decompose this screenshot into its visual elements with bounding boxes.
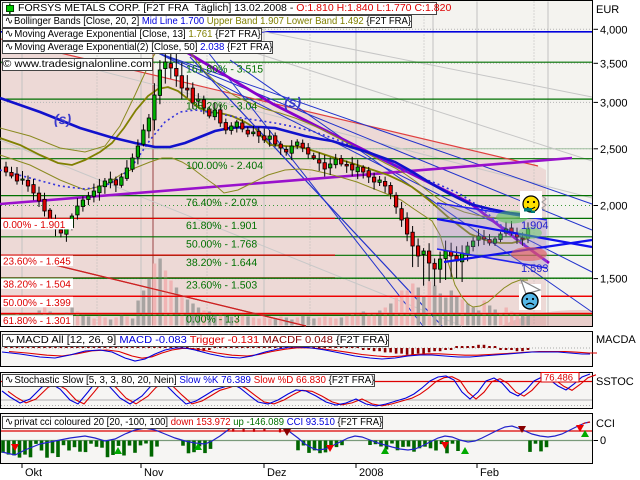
- svg-text:MACDA: MACDA: [596, 334, 636, 346]
- svg-text:(s): (s): [54, 111, 71, 127]
- svg-text:Feb: Feb: [480, 467, 499, 479]
- svg-text:50.00% - 1.768: 50.00% - 1.768: [186, 238, 257, 250]
- svg-text:EUR: EUR: [596, 4, 619, 16]
- svg-text:(s): (s): [284, 94, 301, 110]
- svg-text:38.20% - 1.504: 38.20% - 1.504: [3, 279, 71, 290]
- svg-text:61.80% - 1.301: 61.80% - 1.301: [3, 316, 71, 327]
- svg-text:1.904: 1.904: [521, 220, 549, 232]
- svg-text:3,500: 3,500: [600, 58, 628, 70]
- svg-text:100.00% - 2.404: 100.00% - 2.404: [186, 160, 263, 172]
- svg-text:2,000: 2,000: [600, 201, 628, 213]
- svg-text:23.60% - 1.503: 23.60% - 1.503: [186, 280, 257, 292]
- svg-text:CCI: CCI: [596, 418, 615, 430]
- svg-text:76.40% - 2.079: 76.40% - 2.079: [186, 197, 257, 209]
- svg-text:SSTOC: SSTOC: [596, 376, 634, 388]
- svg-text:Okt: Okt: [25, 467, 42, 479]
- svg-text:4,000: 4,000: [600, 24, 628, 36]
- svg-text:1,500: 1,500: [600, 274, 628, 286]
- svg-text:38.20% - 1.644: 38.20% - 1.644: [186, 257, 257, 269]
- svg-text:161.80% - 3.515: 161.80% - 3.515: [186, 64, 263, 76]
- svg-text:138.20% - 3.04: 138.20% - 3.04: [186, 101, 257, 113]
- svg-text:3,000: 3,000: [600, 97, 628, 109]
- svg-text:0.00% - 1.901: 0.00% - 1.901: [3, 220, 66, 231]
- svg-text:76.486: 76.486: [544, 373, 573, 384]
- svg-text:0: 0: [600, 435, 606, 447]
- svg-text:Nov: Nov: [144, 467, 164, 479]
- svg-text:50.00% - 1.399: 50.00% - 1.399: [3, 298, 71, 309]
- svg-text:0.00% - 1.3: 0.00% - 1.3: [186, 314, 240, 326]
- svg-text:1.593: 1.593: [521, 263, 549, 275]
- svg-text:2008: 2008: [359, 467, 383, 479]
- svg-text:23.60% - 1.645: 23.60% - 1.645: [3, 257, 71, 268]
- svg-text:61.80% - 1.901: 61.80% - 1.901: [186, 220, 257, 232]
- svg-text:Dez: Dez: [267, 467, 287, 479]
- svg-text:2,500: 2,500: [600, 144, 628, 156]
